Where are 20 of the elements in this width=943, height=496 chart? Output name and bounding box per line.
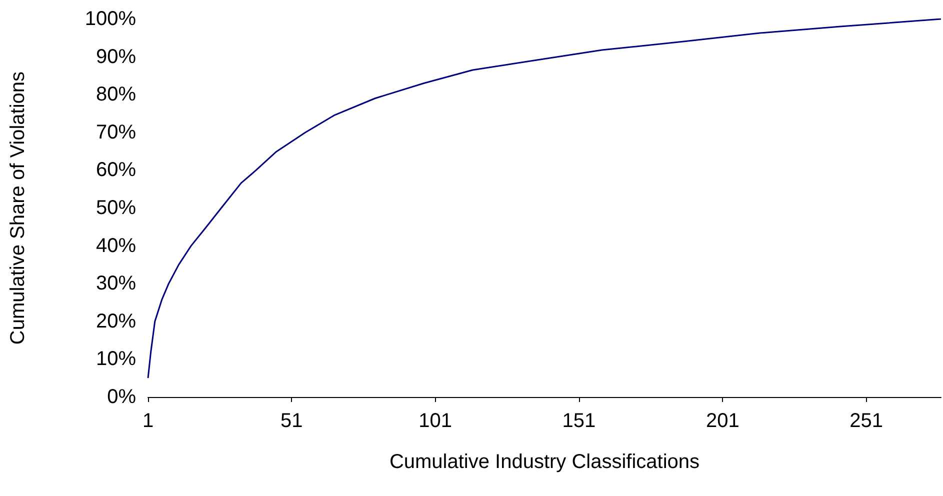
x-tick-label: 151 <box>562 410 596 432</box>
y-tick-label: 70% <box>96 121 136 144</box>
x-tick-label: 1 <box>142 410 154 432</box>
line-series <box>147 18 942 379</box>
x-tick-label: 101 <box>418 410 452 432</box>
x-tick-label: 201 <box>706 410 740 432</box>
x-tick-label: 51 <box>280 410 303 432</box>
x-axis-title: Cumulative Industry Classifications <box>389 451 700 473</box>
x-tick-label: 251 <box>850 410 883 432</box>
y-tick-label: 100% <box>84 8 136 30</box>
y-tick-label: 40% <box>96 234 136 257</box>
y-tick-label: 50% <box>96 197 136 219</box>
y-tick-label: 60% <box>96 159 136 182</box>
y-tick-label: 20% <box>96 310 136 332</box>
y-tick-label: 90% <box>96 46 136 68</box>
y-tick-label: 0% <box>107 386 136 408</box>
y-axis-title: Cumulative Share of Violations <box>7 71 29 345</box>
y-tick-label: 30% <box>96 272 136 295</box>
y-tick-label: 10% <box>96 348 136 370</box>
y-tick-label: 80% <box>96 84 136 106</box>
